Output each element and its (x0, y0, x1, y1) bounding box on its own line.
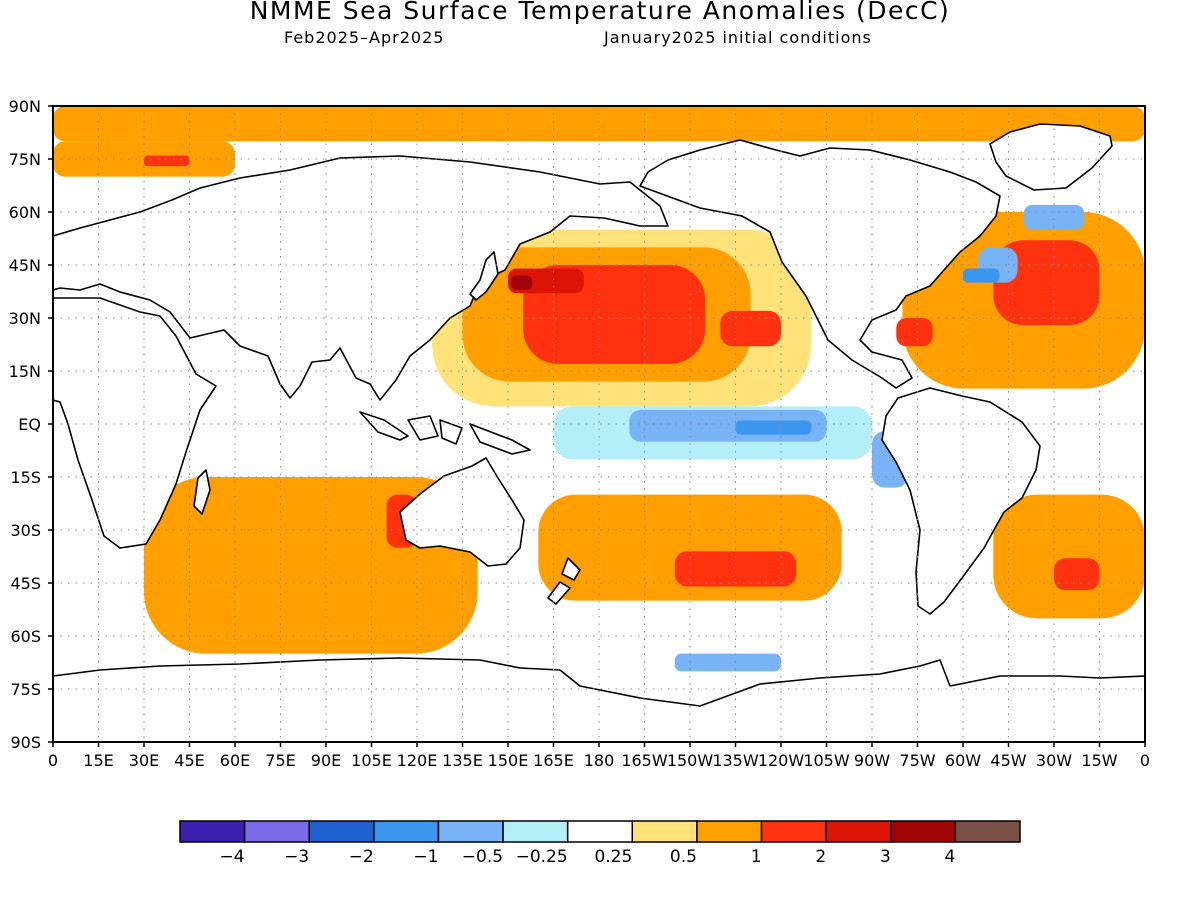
colorbar-swatch (954, 820, 1021, 843)
lat-tick-label: 30S (10, 521, 41, 540)
lat-tick-label: 60N (9, 203, 41, 222)
colorbar-swatch (696, 820, 763, 843)
graticule (53, 106, 1145, 742)
anomaly-region (993, 494, 1145, 619)
africa-land (53, 297, 217, 549)
colorbar-label: −0.25 (516, 847, 568, 867)
anomaly-region (674, 551, 797, 587)
lon-tick-label: 30W (1036, 751, 1072, 770)
lon-tick-label: 0 (1140, 751, 1150, 770)
colorbar-label: 4 (945, 847, 956, 867)
north-america-land (639, 139, 1001, 389)
lon-tick-label: 90E (311, 751, 341, 770)
colorbar-label: 3 (880, 847, 891, 867)
lon-tick-label: 165W (621, 751, 668, 770)
lon-tick-label: 150E (488, 751, 529, 770)
madagascar-land (193, 469, 211, 515)
colorbar-swatch (760, 820, 827, 843)
anomaly-region (896, 318, 933, 347)
colorbar-swatch (437, 820, 504, 843)
lon-tick-label: 75W (899, 751, 935, 770)
lon-tick-label: 75E (265, 751, 295, 770)
colorbar-swatch (631, 820, 698, 843)
lon-tick-label: 180 (584, 751, 615, 770)
colorbar-swatch (373, 820, 440, 843)
lon-tick-label: 120E (397, 751, 438, 770)
colorbar-swatch (243, 820, 310, 843)
colorbar-swatch (308, 820, 375, 843)
anomaly-region (993, 240, 1100, 326)
lon-tick-label: 30E (129, 751, 159, 770)
greenland-land (989, 123, 1113, 191)
colorbar-label: 0.5 (670, 847, 697, 867)
lat-tick-label: 90N (9, 97, 41, 116)
anomaly-region (963, 268, 1000, 283)
lon-tick-label: 45W (990, 751, 1026, 770)
lon-tick-label: 60E (220, 751, 250, 770)
lat-tick-label: 60S (10, 627, 41, 646)
lon-tick-label: 150W (667, 751, 714, 770)
anomaly-region (511, 275, 533, 290)
colorbar-label: −4 (220, 847, 245, 867)
anomaly-region (720, 310, 781, 347)
lon-tick-label: 120W (758, 751, 805, 770)
latitude-axis: 90N 75N 60N 45N 30N 15N EQ 15S 30S 45S 60S 75S 90S (9, 97, 53, 752)
new-zealand-land (547, 557, 581, 605)
colorbar-legend: −4 −3 −2 −1 −0.5 −0.25 0.25 0.5 1 2 3 4 (179, 820, 1021, 867)
colorbar-label: 1 (751, 847, 762, 867)
lat-tick-label: 90S (10, 733, 41, 752)
anomaly-region (735, 420, 812, 435)
lat-tick-label: 45S (10, 574, 41, 593)
lon-tick-label: 15E (83, 751, 113, 770)
lat-tick-label: 45N (9, 256, 41, 275)
colorbar-swatch (890, 820, 957, 843)
maritime-continent-land (359, 411, 531, 455)
colorbar-swatch (502, 820, 569, 843)
colorbar-label: −1 (413, 847, 438, 867)
colorbar-label: 2 (815, 847, 826, 867)
lon-tick-label: 135E (442, 751, 483, 770)
colorbar-label: −3 (284, 847, 309, 867)
initial-conditions: January2025 initial conditions (604, 28, 872, 47)
lon-tick-label: 60W (945, 751, 981, 770)
colorbar-swatch (825, 820, 892, 843)
colorbar-label: −2 (349, 847, 374, 867)
lat-tick-label: 15N (9, 362, 41, 381)
anomaly-region (1054, 558, 1100, 591)
anomaly-region (674, 653, 781, 672)
lon-tick-label: 0 (48, 751, 58, 770)
lat-tick-label: 75N (9, 150, 41, 169)
lon-tick-label: 165E (533, 751, 574, 770)
anomaly-region (1023, 204, 1085, 230)
lat-tick-label: 30N (9, 309, 41, 328)
lon-tick-label: 135W (712, 751, 759, 770)
lon-tick-label: 90W (854, 751, 890, 770)
lon-tick-label: 105W (803, 751, 850, 770)
lon-tick-label: 45E (174, 751, 204, 770)
colorbar-swatch (179, 820, 246, 843)
colorbar-label: 0.25 (594, 847, 632, 867)
south-america-land (881, 387, 1041, 615)
longitude-axis: 0 15E 30E 45E 60E 75E 90E 105E 120E 135E 150E 165E 1… (48, 742, 1150, 770)
japan-land (469, 251, 499, 301)
anomaly-region (144, 155, 190, 167)
lon-tick-label: 105E (351, 751, 392, 770)
lat-tick-label: EQ (18, 415, 41, 434)
lat-tick-label: 15S (10, 468, 41, 487)
colorbar-swatch (566, 820, 634, 843)
eurasia-land (53, 155, 669, 401)
lon-tick-label: 15W (1081, 751, 1117, 770)
map-title: NMME Sea Surface Temperature Anomalies (… (249, 0, 951, 25)
lat-tick-label: 75S (10, 680, 41, 699)
colorbar-label: −0.5 (462, 847, 503, 867)
forecast-period: Feb2025–Apr2025 (284, 28, 445, 47)
